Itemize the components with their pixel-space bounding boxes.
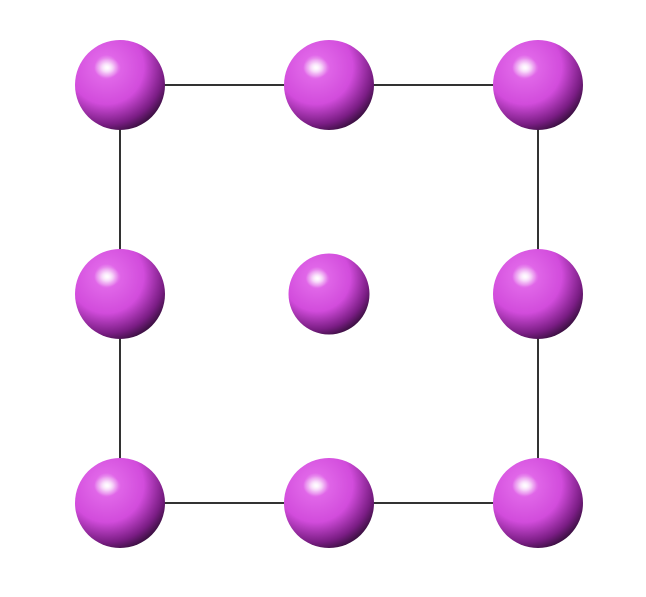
atom-corner-bottom-right: [493, 458, 583, 548]
atom-corner-top-left: [75, 40, 165, 130]
atom-edge-top: [284, 40, 374, 130]
atom-center: [289, 254, 370, 335]
lattice-diagram: [0, 0, 646, 597]
atom-corner-bottom-left: [75, 458, 165, 548]
lattice-svg: [0, 0, 646, 597]
atom-edge-left: [75, 249, 165, 339]
atoms-layer: [75, 40, 583, 548]
atom-edge-right: [493, 249, 583, 339]
atom-corner-top-right: [493, 40, 583, 130]
atom-edge-bottom: [284, 458, 374, 548]
